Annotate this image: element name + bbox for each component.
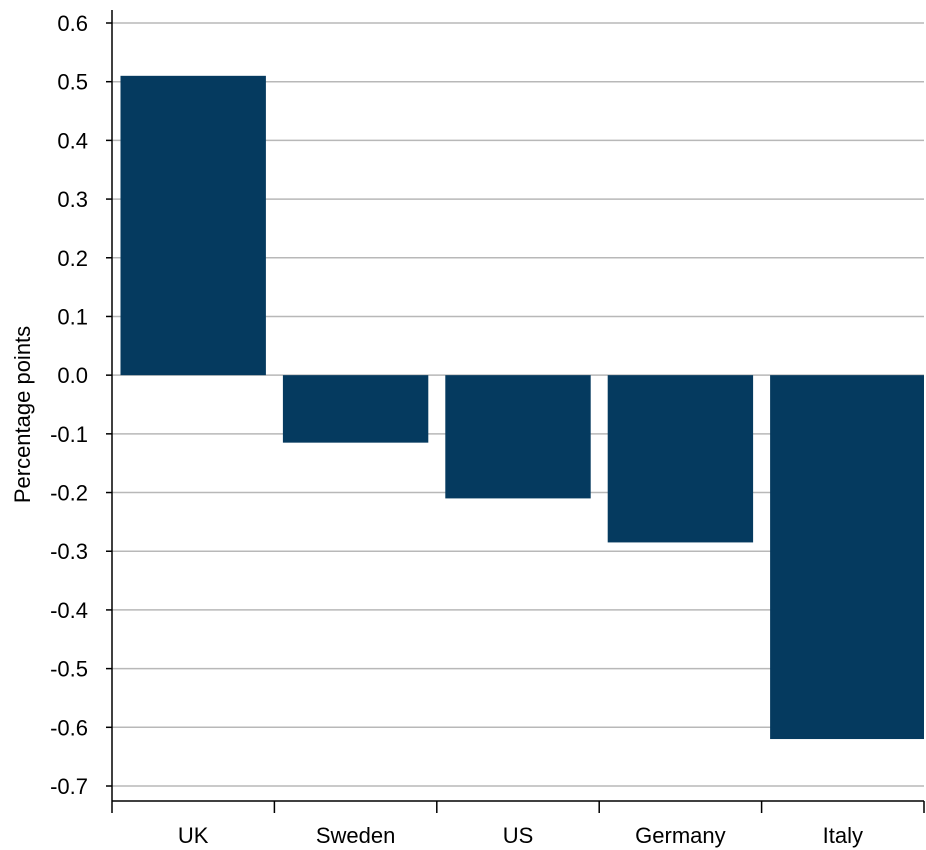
y-tick-label: 0.3 [57, 187, 88, 212]
bars [120, 75, 924, 740]
bar-uk [120, 75, 266, 376]
y-tick-label: 0.0 [57, 363, 88, 388]
x-tick-label: UK [178, 823, 209, 848]
bar-italy [770, 375, 924, 740]
y-tick-label: 0.6 [57, 11, 88, 36]
bar-sweden [282, 375, 429, 443]
x-tick-label: Germany [635, 823, 725, 848]
x-tick-label: Sweden [316, 823, 396, 848]
x-tick-label: Italy [823, 823, 863, 848]
y-tick-label: 0.1 [57, 304, 88, 329]
bar-germany [607, 375, 754, 543]
y-tick-label: -0.5 [50, 657, 88, 682]
y-tick-label: 0.5 [57, 70, 88, 95]
bar-us [445, 375, 591, 499]
y-tick-label: -0.2 [50, 481, 88, 506]
y-tick-label: -0.7 [50, 774, 88, 799]
y-axis-ticks: 0.6 0.5 0.4 0.3 0.2 0.1 0.0 -0.1 -0.2 -0.3 -0.4 -0.… [50, 11, 112, 799]
x-axis-ticks: UK Sweden US Germany Italy [111, 801, 925, 848]
y-tick-label: -0.6 [50, 715, 88, 740]
y-tick-label: -0.1 [50, 422, 88, 447]
y-tick-label: -0.4 [50, 598, 88, 623]
y-tick-label: 0.2 [57, 246, 88, 271]
y-tick-label: -0.3 [50, 539, 88, 564]
y-axis-title: Percentage points [10, 326, 35, 503]
y-tick-label: 0.4 [57, 128, 88, 153]
x-tick-label: US [503, 823, 534, 848]
